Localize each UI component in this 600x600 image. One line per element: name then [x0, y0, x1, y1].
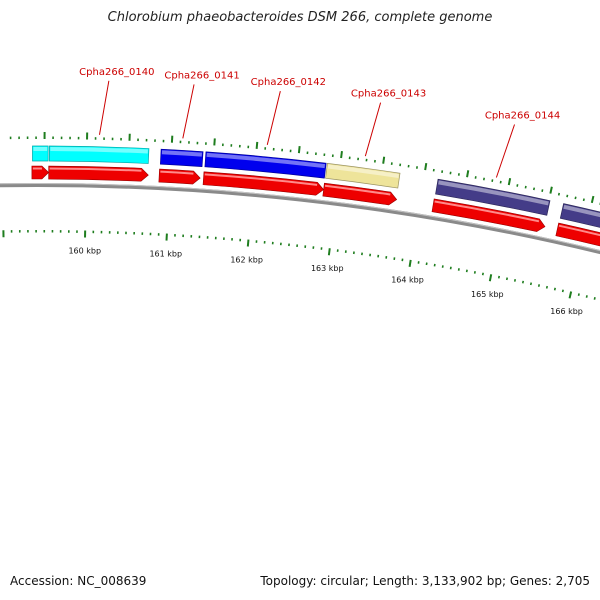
cds-arrow-highlight [204, 173, 318, 186]
inner-tick-ring: 160 kbp 161 kbp 162 kbp 163 kbp 164 kbp 165 k… [2, 229, 596, 316]
outer-major-tick [382, 156, 386, 164]
cds-arrow-highlight [49, 167, 142, 172]
genome-backbone-highlight [0, 183, 600, 252]
accession-footer: Accession: NC_008639 [10, 574, 146, 588]
genome-backbone [0, 183, 600, 255]
outer-major-tick [424, 162, 428, 171]
gene-block-highlight [438, 180, 549, 206]
inner-minor-tick [593, 297, 596, 300]
outer-minor-tick [582, 198, 585, 202]
outer-major-tick [466, 170, 470, 178]
tick-label: 166 kbp [550, 307, 583, 316]
gene-label[interactable]: Cpha266_0142 [251, 77, 326, 88]
outer-minor-tick [524, 185, 527, 189]
tick-label: 165 kbp [471, 290, 504, 299]
inner-minor-tick [561, 289, 564, 293]
tick-label: 162 kbp [230, 255, 263, 264]
tick-label: 161 kbp [149, 250, 182, 259]
outer-major-tick [340, 150, 343, 159]
gene-label-leader [182, 84, 195, 139]
gene-label[interactable]: Cpha266_0143 [351, 89, 426, 100]
accession-label: Accession: [10, 574, 74, 588]
gene-track [32, 145, 600, 228]
gene-labels: Cpha266_0140 Cpha266_0141 Cpha266_0142 Cpha… [79, 67, 560, 178]
outer-major-tick [507, 177, 512, 186]
inner-major-tick [408, 259, 412, 267]
inner-minor-tick [585, 295, 588, 298]
inner-major-tick [246, 239, 250, 247]
gene-block-highlight [50, 147, 148, 154]
cds-arrow-highlight [324, 184, 391, 196]
cds-arrow[interactable] [202, 171, 325, 196]
outer-major-tick [255, 141, 259, 149]
gene-label[interactable]: Cpha266_0140 [79, 67, 154, 78]
outer-major-tick [590, 195, 595, 204]
gene-label[interactable]: Cpha266_0144 [485, 110, 560, 121]
inner-minor-tick [553, 287, 556, 291]
cds-arrow-highlight [434, 200, 540, 223]
backbone [0, 183, 600, 255]
inner-major-tick [568, 291, 573, 299]
tick-label: 164 kbp [391, 276, 424, 285]
outer-minor-tick [566, 194, 569, 198]
map-title: Chlorobium phaeobacteroides DSM 266, com… [107, 10, 493, 25]
tick-label: 163 kbp [311, 264, 344, 273]
outer-minor-tick [532, 187, 536, 191]
outer-minor-tick [541, 189, 544, 192]
outer-minor-tick [557, 192, 561, 196]
outer-major-tick [549, 186, 553, 194]
inner-minor-tick [577, 293, 580, 296]
inner-minor-tick [513, 279, 517, 282]
accession-value: NC_008639 [77, 574, 147, 588]
topology-footer: Topology: circular; Length: 3,133,902 bp… [260, 574, 590, 588]
gene-label-leader [495, 124, 515, 178]
outer-minor-tick [574, 196, 577, 200]
gene-label-leader [98, 80, 110, 135]
outer-major-tick [213, 138, 216, 146]
outer-tick-ring [9, 132, 600, 205]
cds-arrow[interactable] [431, 198, 546, 232]
gene-block-highlight [33, 147, 48, 152]
inner-minor-tick [537, 284, 541, 287]
inner-minor-tick [529, 282, 533, 286]
inner-minor-tick [505, 277, 509, 281]
inner-minor-tick [545, 285, 549, 289]
tick-label: 160 kbp [68, 246, 101, 255]
cds-arrow-highlight [160, 170, 194, 175]
cds-arrow-highlight [558, 224, 600, 237]
gene-block-highlight [327, 164, 399, 179]
gene-block-highlight [161, 150, 203, 157]
inner-minor-tick [521, 280, 525, 284]
inner-major-tick [327, 248, 331, 256]
cds-track [31, 165, 600, 250]
gene-label-leader [364, 102, 382, 157]
gene-label-leader [266, 90, 281, 145]
gene-block-highlight [563, 204, 600, 218]
cds-arrow[interactable] [555, 222, 600, 250]
gene-block-highlight [206, 152, 326, 169]
gene-label[interactable]: Cpha266_0141 [164, 70, 239, 81]
outer-major-tick [297, 146, 301, 154]
inner-major-tick [488, 274, 493, 282]
